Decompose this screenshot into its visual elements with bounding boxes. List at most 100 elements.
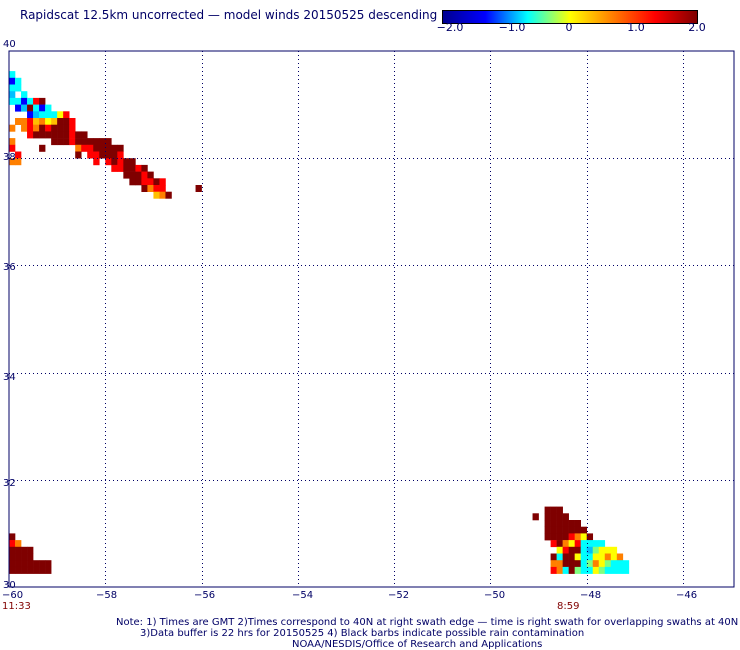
wind-cell bbox=[21, 546, 28, 554]
wind-cell bbox=[159, 185, 166, 192]
wind-cell bbox=[147, 178, 154, 186]
wind-cell bbox=[580, 566, 588, 574]
wind-cell bbox=[574, 526, 581, 534]
wind-cell bbox=[21, 104, 28, 112]
wind-cell bbox=[544, 526, 551, 534]
wind-cell bbox=[39, 118, 46, 125]
wind-cell bbox=[580, 560, 588, 568]
wind-cell bbox=[33, 131, 40, 139]
wind-cell bbox=[33, 124, 40, 132]
wind-cell bbox=[87, 151, 94, 159]
wind-cell bbox=[39, 144, 46, 152]
lon-label: −54 bbox=[292, 590, 314, 601]
lat-label: 40 bbox=[3, 39, 16, 50]
wind-cell bbox=[57, 118, 64, 125]
wind-cell bbox=[129, 164, 136, 172]
wind-cell bbox=[75, 144, 82, 152]
wind-cell bbox=[45, 124, 52, 132]
wind-cell bbox=[147, 185, 154, 192]
wind-cell bbox=[15, 546, 22, 554]
wind-cell bbox=[141, 171, 148, 179]
map-frame bbox=[8, 50, 735, 588]
wind-cell bbox=[33, 111, 40, 119]
wind-cell bbox=[69, 124, 76, 132]
wind-cell bbox=[550, 513, 557, 521]
wind-cell bbox=[550, 560, 557, 568]
wind-cell bbox=[622, 560, 630, 568]
wind-cell bbox=[99, 151, 106, 159]
wind-cell bbox=[45, 104, 52, 112]
wind-cell bbox=[532, 513, 539, 521]
wind-cell bbox=[99, 138, 106, 146]
wind-cell bbox=[610, 546, 618, 554]
wind-cell bbox=[45, 118, 52, 125]
wind-cell bbox=[9, 533, 16, 541]
wind-cell bbox=[99, 144, 106, 152]
wind-cell bbox=[69, 131, 76, 139]
wind-cell bbox=[33, 104, 40, 112]
wind-cell bbox=[51, 138, 58, 146]
wind-cell bbox=[586, 566, 594, 574]
wind-cell bbox=[610, 560, 618, 568]
wind-cell bbox=[33, 118, 40, 125]
wind-cell bbox=[15, 97, 22, 105]
color-scale-bar bbox=[442, 10, 698, 24]
wind-cell bbox=[21, 553, 28, 561]
wind-cell bbox=[598, 566, 606, 574]
wind-cell bbox=[135, 164, 142, 172]
wind-cell bbox=[45, 560, 52, 568]
wind-cell bbox=[592, 560, 600, 568]
lon-label: −48 bbox=[580, 590, 602, 601]
wind-cell bbox=[81, 138, 88, 146]
wind-cell bbox=[51, 111, 58, 119]
wind-cell bbox=[117, 151, 124, 159]
colorbar-tick-label: 2.0 bbox=[688, 21, 706, 34]
wind-cell bbox=[39, 124, 46, 132]
wind-cell bbox=[195, 185, 202, 192]
lat-label: 38 bbox=[3, 152, 16, 163]
wind-cell bbox=[117, 158, 124, 166]
wind-cell bbox=[81, 144, 88, 152]
wind-cell bbox=[592, 566, 600, 574]
wind-cell bbox=[562, 566, 569, 574]
wind-cell bbox=[105, 144, 112, 152]
wind-cell bbox=[544, 533, 551, 541]
wind-cell bbox=[556, 546, 563, 554]
wind-cell bbox=[75, 151, 82, 159]
wind-cell bbox=[568, 546, 575, 554]
wind-cell bbox=[586, 546, 594, 554]
wind-cell bbox=[556, 540, 563, 548]
colorbar-tick-label: −2.0 bbox=[436, 21, 464, 34]
wind-cell bbox=[129, 178, 136, 186]
wind-cell bbox=[562, 560, 569, 568]
wind-cell bbox=[105, 138, 112, 146]
wind-cell bbox=[598, 553, 606, 561]
wind-cell bbox=[21, 124, 28, 132]
wind-cell bbox=[111, 151, 118, 159]
wind-cell bbox=[141, 178, 148, 186]
wind-cell bbox=[556, 566, 563, 574]
wind-cell bbox=[51, 124, 58, 132]
wind-cell bbox=[39, 104, 46, 112]
wind-cell bbox=[550, 533, 557, 541]
wind-cell bbox=[81, 131, 88, 139]
wind-cell bbox=[27, 97, 34, 105]
wind-cell bbox=[93, 151, 100, 159]
wind-cell bbox=[111, 164, 118, 172]
wind-cell bbox=[610, 553, 618, 561]
lat-label: 36 bbox=[3, 262, 16, 273]
wind-cell bbox=[57, 138, 64, 146]
wind-cell bbox=[123, 158, 130, 166]
wind-cell bbox=[21, 91, 28, 99]
wind-cell bbox=[15, 566, 22, 574]
wind-cell bbox=[33, 97, 40, 105]
wind-cell bbox=[604, 566, 612, 574]
wind-cell bbox=[45, 111, 52, 119]
wind-cell bbox=[586, 560, 594, 568]
wind-cell bbox=[63, 131, 70, 139]
wind-data-cells bbox=[9, 71, 630, 574]
wind-cell bbox=[141, 164, 148, 172]
wind-cell bbox=[135, 178, 142, 186]
wind-cell bbox=[544, 520, 551, 527]
wind-cell bbox=[598, 546, 606, 554]
